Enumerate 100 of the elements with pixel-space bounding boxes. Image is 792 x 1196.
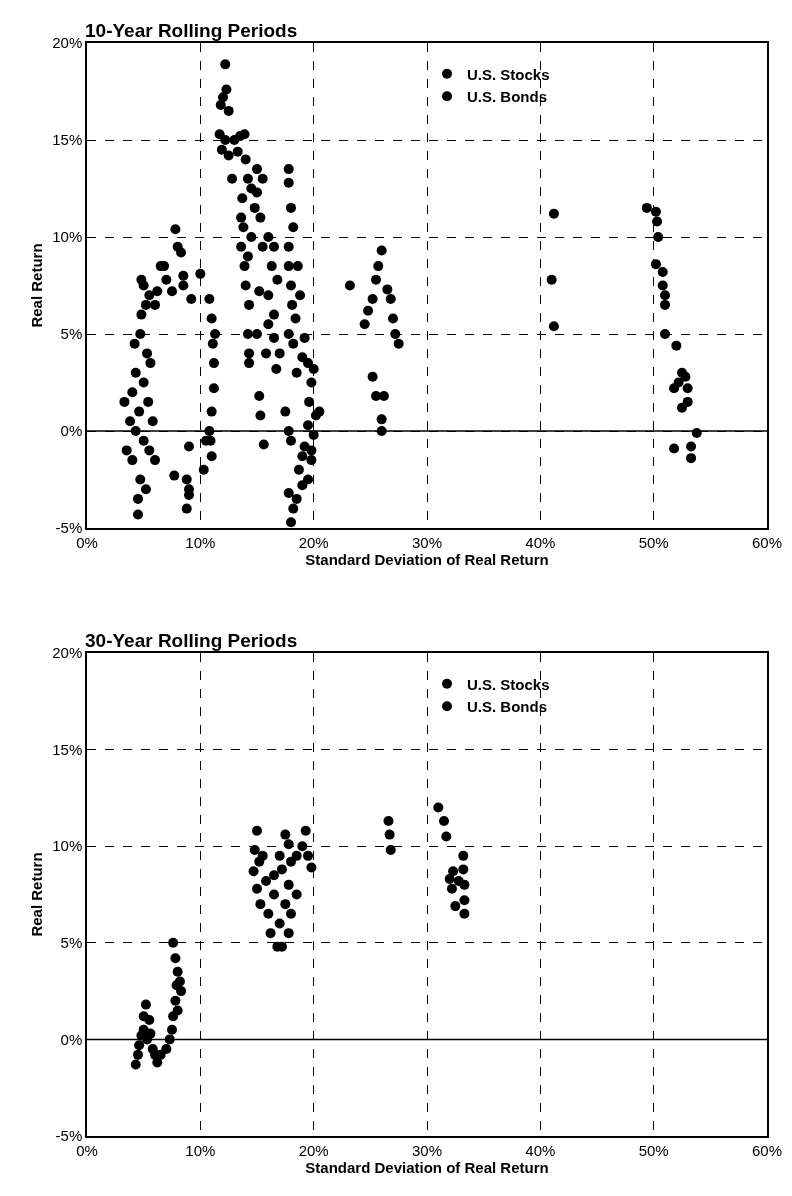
- point: [136, 309, 147, 320]
- point: [181, 474, 192, 485]
- point: [140, 299, 151, 310]
- point: [265, 928, 276, 939]
- point: [184, 441, 194, 452]
- point: [127, 387, 138, 398]
- point: [150, 299, 160, 310]
- x-tick-label: 40%: [525, 533, 556, 551]
- point: [458, 864, 469, 875]
- x-tick-label: 50%: [638, 1141, 669, 1159]
- point: [433, 802, 444, 813]
- point: [248, 866, 259, 877]
- point: [269, 889, 279, 900]
- point: [129, 338, 140, 349]
- point: [172, 1005, 183, 1016]
- point: [135, 329, 146, 339]
- x-axis-title: Standard Deviation of Real Return: [305, 550, 549, 568]
- point: [252, 825, 262, 836]
- x-tick-label: 20%: [298, 1141, 329, 1159]
- y-tick-label: 15%: [52, 131, 83, 149]
- x-tick-label: 60%: [751, 533, 783, 551]
- point: [269, 870, 279, 881]
- point: [283, 839, 294, 850]
- point: [138, 377, 149, 388]
- point: [283, 928, 294, 939]
- point: [140, 484, 151, 495]
- chart-title: 30-Year Rolling Periods: [85, 630, 298, 651]
- point: [169, 470, 180, 481]
- point: [385, 845, 396, 856]
- point: [144, 290, 155, 301]
- point: [257, 850, 268, 861]
- point: [119, 396, 130, 407]
- point: [143, 396, 154, 407]
- point: [130, 367, 141, 378]
- x-tick-label: 40%: [525, 1141, 556, 1159]
- point: [300, 825, 311, 836]
- point: [448, 866, 459, 877]
- point: [133, 509, 143, 520]
- y-tick-label: 20%: [52, 644, 83, 662]
- point: [274, 850, 285, 861]
- legend-label: U.S. Stocks: [467, 675, 550, 693]
- x-tick-label: 30%: [411, 1141, 443, 1159]
- point: [130, 1059, 141, 1070]
- point: [252, 883, 262, 894]
- point: [147, 416, 158, 427]
- x-axis-title: Standard Deviation of Real Return: [305, 1158, 549, 1176]
- y-tick-label: 5%: [60, 325, 83, 343]
- x-tick-label: 20%: [298, 533, 329, 551]
- point: [144, 445, 155, 456]
- y-tick-label: 5%: [60, 934, 83, 952]
- point: [174, 976, 185, 987]
- y-tick-label: 0%: [60, 422, 83, 440]
- point: [176, 247, 187, 258]
- point: [133, 493, 143, 504]
- point: [383, 816, 394, 827]
- x-tick-label: 10%: [185, 533, 216, 551]
- point: [459, 895, 470, 906]
- y-tick-label: 10%: [52, 228, 83, 246]
- point: [170, 224, 181, 235]
- legend-label: U.S. Bonds: [467, 88, 548, 106]
- point: [125, 416, 136, 427]
- point: [291, 889, 302, 900]
- point: [283, 879, 294, 890]
- point: [444, 874, 455, 885]
- point: [276, 864, 287, 875]
- point: [450, 901, 461, 912]
- point: [167, 286, 177, 297]
- point: [170, 953, 181, 964]
- point: [168, 937, 179, 948]
- point: [172, 966, 183, 977]
- x-tick-label: 10%: [185, 1141, 216, 1159]
- point: [458, 850, 469, 861]
- point: [286, 856, 296, 867]
- point: [161, 274, 172, 285]
- legend-label: U.S. Stocks: [467, 65, 550, 83]
- point: [280, 899, 291, 910]
- point: [195, 268, 206, 279]
- point: [181, 503, 192, 514]
- point: [145, 358, 156, 369]
- point: [439, 816, 449, 827]
- chart-title: 10-Year Rolling Periods: [85, 20, 298, 41]
- point: [198, 464, 209, 475]
- point: [150, 455, 160, 466]
- point: [384, 829, 395, 840]
- point: [152, 286, 163, 297]
- y-tick-label: 20%: [52, 34, 83, 52]
- y-tick-label: 10%: [52, 837, 83, 855]
- point: [134, 406, 145, 417]
- point: [161, 1044, 172, 1055]
- y-tick-label: 0%: [60, 1030, 83, 1048]
- x-tick-label: 60%: [751, 1141, 783, 1159]
- point: [135, 474, 146, 485]
- point: [138, 280, 149, 291]
- point: [176, 986, 187, 997]
- point: [441, 831, 452, 842]
- point: [186, 294, 197, 305]
- legend-label: U.S. Bonds: [467, 698, 548, 716]
- point: [121, 445, 132, 456]
- point: [306, 862, 317, 873]
- point: [453, 875, 464, 886]
